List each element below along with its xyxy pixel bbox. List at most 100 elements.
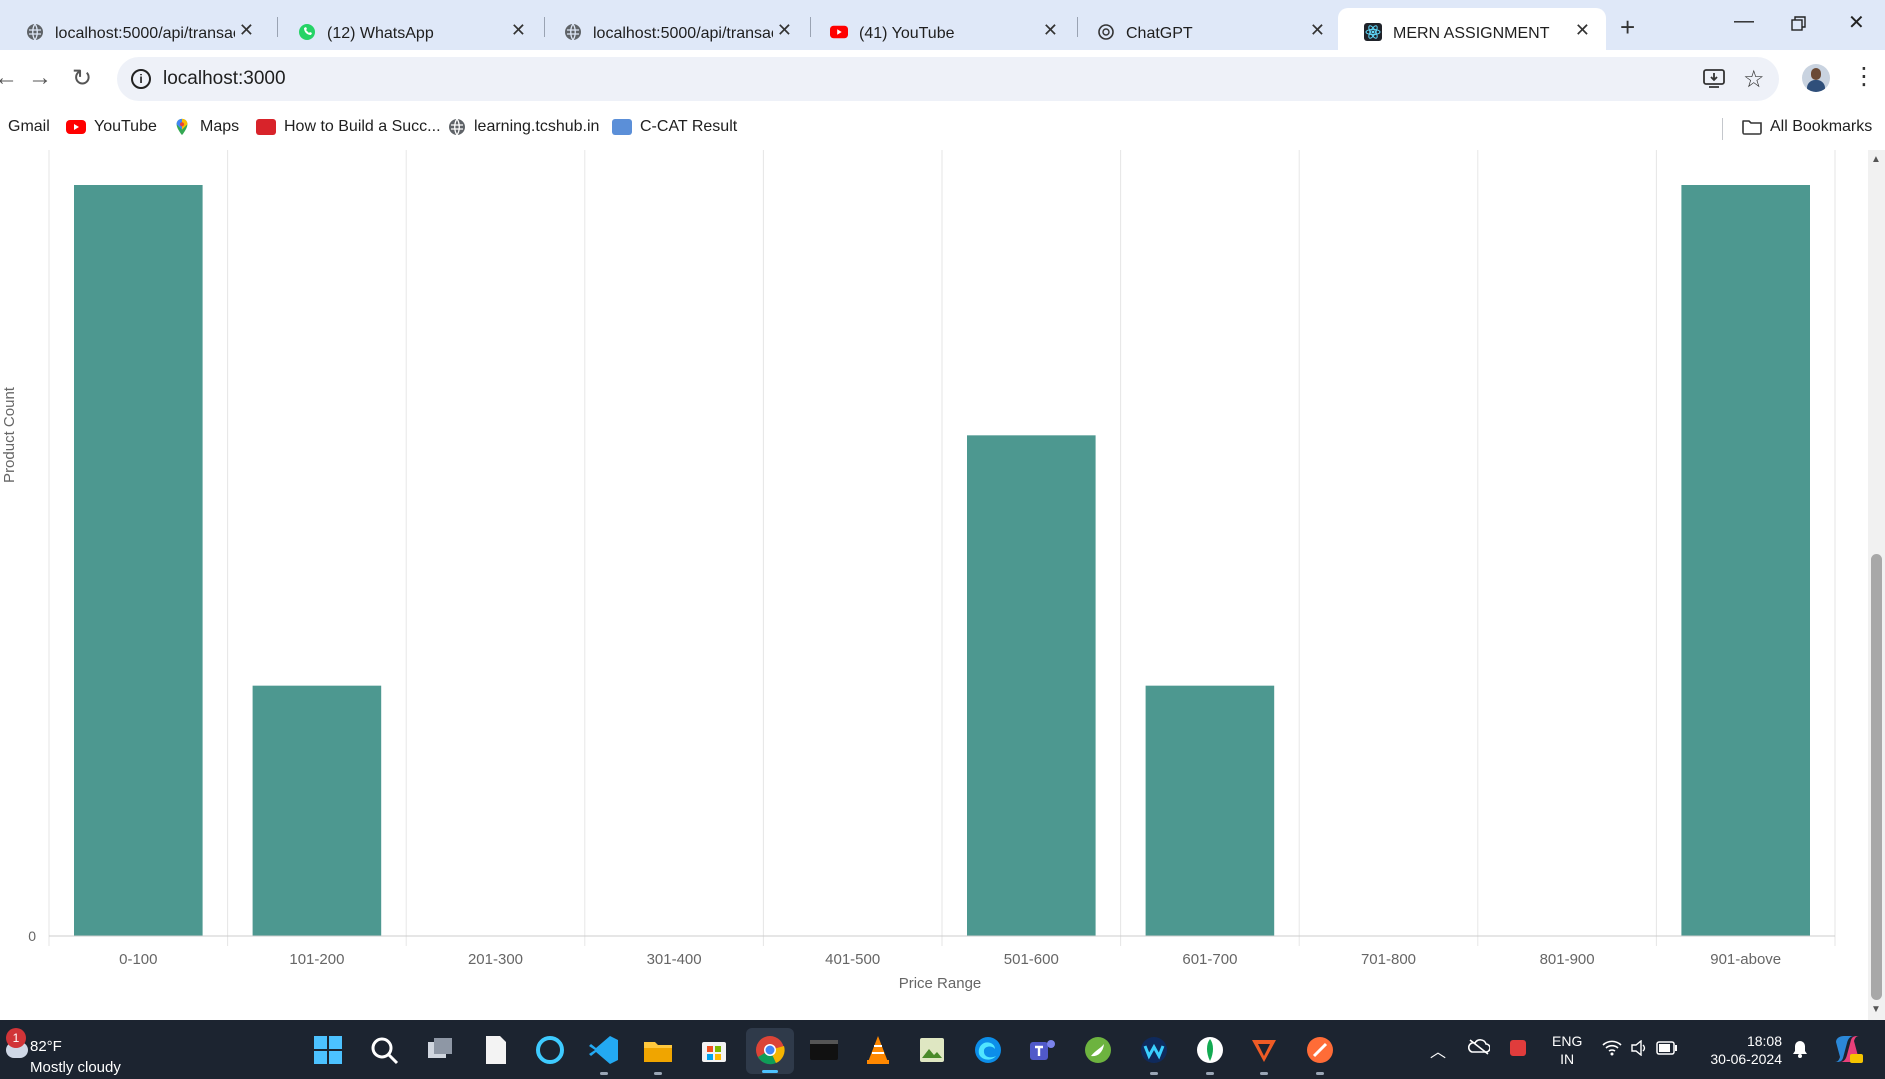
tab-3[interactable]: (41) YouTube ✕: [804, 8, 1074, 50]
windows-start-icon[interactable]: [312, 1034, 344, 1066]
close-tab-icon[interactable]: ✕: [510, 20, 526, 40]
tab-4[interactable]: ChatGPT ✕: [1071, 8, 1341, 50]
image-editor-icon[interactable]: [916, 1034, 948, 1066]
all-bookmarks-button[interactable]: All Bookmarks: [1742, 118, 1872, 136]
postman-like-icon[interactable]: [1248, 1034, 1280, 1066]
language-code: ENG: [1552, 1033, 1583, 1049]
back-icon[interactable]: ←: [0, 64, 18, 91]
bar-601-700[interactable]: [1145, 685, 1275, 936]
chrome-icon: [756, 1036, 785, 1065]
notification-bell-icon[interactable]: [1792, 1040, 1808, 1058]
vscode-icon[interactable]: [588, 1034, 620, 1066]
close-tab-icon[interactable]: ✕: [776, 20, 792, 40]
task-view-icon[interactable]: [424, 1034, 456, 1066]
menu-kebab-icon[interactable]: ⋮: [1852, 63, 1876, 90]
whatsapp-icon: [299, 24, 315, 40]
close-tab-icon[interactable]: ✕: [1042, 20, 1058, 40]
show-hidden-icons-chevron-icon[interactable]: ︿: [1430, 1044, 1447, 1061]
vlc-icon[interactable]: [862, 1034, 894, 1066]
minimize-icon[interactable]: —: [1734, 10, 1754, 32]
bar-901-above[interactable]: [1681, 185, 1810, 936]
tab-separator: [544, 17, 545, 37]
bookmark-youtube[interactable]: YouTube: [66, 118, 157, 136]
running-indicator: [1260, 1072, 1268, 1075]
scrollbar-thumb[interactable]: [1871, 554, 1882, 1000]
browser-toolbar: ← → ↻ i localhost:3000 ☆ ⋮: [0, 50, 1885, 108]
bar-501-600[interactable]: [967, 435, 1096, 936]
notepad-icon[interactable]: [480, 1034, 512, 1066]
bar-101-200[interactable]: [252, 685, 382, 936]
site-info-icon[interactable]: i: [131, 69, 151, 89]
x-tick-label: 901-above: [1710, 951, 1781, 968]
reload-icon[interactable]: ↻: [72, 65, 93, 92]
tab-5-active[interactable]: MERN ASSIGNMENT ✕: [1338, 8, 1606, 50]
scroll-down-icon[interactable]: ▼: [1871, 1004, 1881, 1015]
clock-date: 30-06-2024: [1710, 1051, 1782, 1067]
chrome-taskbar-active[interactable]: [746, 1028, 794, 1074]
battery-icon[interactable]: [1656, 1041, 1678, 1055]
bookmark-tcshub[interactable]: learning.tcshub.in: [448, 118, 599, 136]
install-app-icon[interactable]: [1703, 69, 1725, 89]
wifi-icon[interactable]: [1602, 1040, 1622, 1056]
bookmark-maps[interactable]: Maps: [172, 118, 239, 136]
close-tab-icon[interactable]: ✕: [1574, 20, 1590, 40]
restore-icon[interactable]: [1791, 16, 1807, 32]
region-code: IN: [1560, 1051, 1575, 1067]
tab-separator: [277, 17, 278, 37]
scroll-up-icon[interactable]: ▲: [1871, 154, 1881, 165]
bookmark-label: YouTube: [94, 118, 157, 135]
bookmark-article[interactable]: How to Build a Succ...: [256, 118, 441, 136]
x-tick-label: 201-300: [468, 951, 523, 968]
close-window-icon[interactable]: ✕: [1848, 12, 1865, 34]
running-indicator: [1206, 1072, 1214, 1075]
teams-icon[interactable]: [1026, 1034, 1058, 1066]
input-language-indicator[interactable]: ENG IN: [1552, 1032, 1582, 1068]
price-range-bar-chart: 0-100 101-200 201-300 301-400 401-500 501-600…: [1, 150, 1836, 992]
webex-icon[interactable]: [1138, 1034, 1170, 1066]
postman-icon[interactable]: [1304, 1034, 1336, 1066]
clock-time: 18:08: [1746, 1033, 1782, 1049]
bookmarks-bar: Gmail YouTube Maps How to Build a Succ..…: [0, 108, 1885, 150]
x-tick-label: 501-600: [1004, 951, 1059, 968]
bar-0-100[interactable]: [74, 185, 203, 936]
address-bar[interactable]: i localhost:3000 ☆: [117, 57, 1779, 101]
tab-0[interactable]: localhost:5000/api/transacti ✕: [0, 8, 270, 50]
mongodb-compass-icon[interactable]: [1194, 1034, 1226, 1066]
microsoft-store-icon[interactable]: [698, 1034, 730, 1066]
forward-icon[interactable]: →: [28, 64, 52, 91]
bookmarks-divider: [1722, 118, 1723, 140]
close-tab-icon[interactable]: ✕: [1309, 20, 1325, 40]
page-scrollbar[interactable]: ▲ ▼: [1868, 150, 1885, 1020]
mysql-workbench-icon[interactable]: [808, 1034, 840, 1066]
cortana-icon[interactable]: [534, 1034, 566, 1066]
edge-icon[interactable]: [972, 1034, 1004, 1066]
bookmark-star-icon[interactable]: ☆: [1743, 66, 1765, 93]
tab-title: ChatGPT: [1126, 25, 1193, 42]
bookmark-gmail[interactable]: Gmail: [8, 118, 50, 136]
bookmark-ccat[interactable]: C-CAT Result: [612, 118, 737, 136]
volume-icon[interactable]: [1630, 1040, 1648, 1056]
tab-2[interactable]: localhost:5000/api/transacti ✕: [538, 8, 808, 50]
tab-1[interactable]: (12) WhatsApp ✕: [272, 8, 542, 50]
x-tick-label: 401-500: [825, 951, 880, 968]
new-tab-icon[interactable]: +: [1620, 12, 1636, 42]
running-indicator: [654, 1072, 662, 1075]
clock[interactable]: 18:08 30-06-2024: [1702, 1032, 1782, 1068]
onedrive-offline-icon[interactable]: [1468, 1038, 1490, 1056]
globe-icon: [565, 23, 581, 41]
chart-bars: [74, 185, 1810, 936]
file-explorer-icon[interactable]: [642, 1034, 674, 1066]
youtube-icon: [66, 120, 86, 134]
tab-title: localhost:5000/api/transacti: [55, 25, 235, 42]
tab-title: localhost:5000/api/transacti: [593, 25, 773, 42]
weather-widget[interactable]: 1 82°F Mostly cloudy: [6, 1028, 186, 1076]
profile-avatar[interactable]: [1802, 64, 1830, 92]
address-url[interactable]: localhost:3000: [163, 68, 286, 89]
globe-icon: [27, 23, 43, 41]
spring-tool-icon[interactable]: [1082, 1034, 1114, 1066]
system-tray-app-icon[interactable]: [1508, 1038, 1528, 1058]
search-icon[interactable]: [368, 1034, 400, 1066]
close-tab-icon[interactable]: ✕: [238, 20, 254, 40]
copilot-icon[interactable]: [1830, 1032, 1864, 1066]
tab-title: (12) WhatsApp: [327, 25, 434, 42]
